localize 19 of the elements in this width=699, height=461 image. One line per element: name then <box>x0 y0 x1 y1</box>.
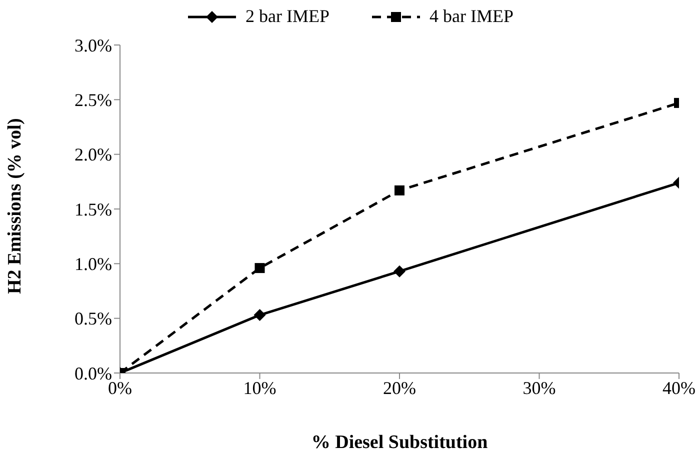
y-tick-label: 0.5% <box>74 308 112 329</box>
y-axis-title: H2 Emissions (% vol) <box>4 118 26 294</box>
legend-label: 2 bar IMEP <box>246 6 330 27</box>
x-tick-label: 30% <box>522 378 556 398</box>
x-tick-label: 10% <box>243 378 276 398</box>
point <box>394 265 406 278</box>
x-tick-label: 20% <box>383 378 416 398</box>
point <box>254 309 266 322</box>
y-tick-label: 2.0% <box>74 144 112 165</box>
y-tick-label: 3.0% <box>74 35 112 56</box>
y-tick-label: 2.5% <box>74 90 112 110</box>
x-tick-label: 40% <box>662 378 696 398</box>
y-tick-label: 1.5% <box>74 199 112 220</box>
y-tick-label: 0.0% <box>74 363 112 384</box>
point <box>254 263 265 274</box>
x-axis-title: % Diesel Substitution <box>311 432 488 453</box>
point <box>394 185 404 196</box>
y-tick-label: 1.0% <box>74 254 112 274</box>
legend-label: 4 bar IMEP <box>430 6 514 27</box>
